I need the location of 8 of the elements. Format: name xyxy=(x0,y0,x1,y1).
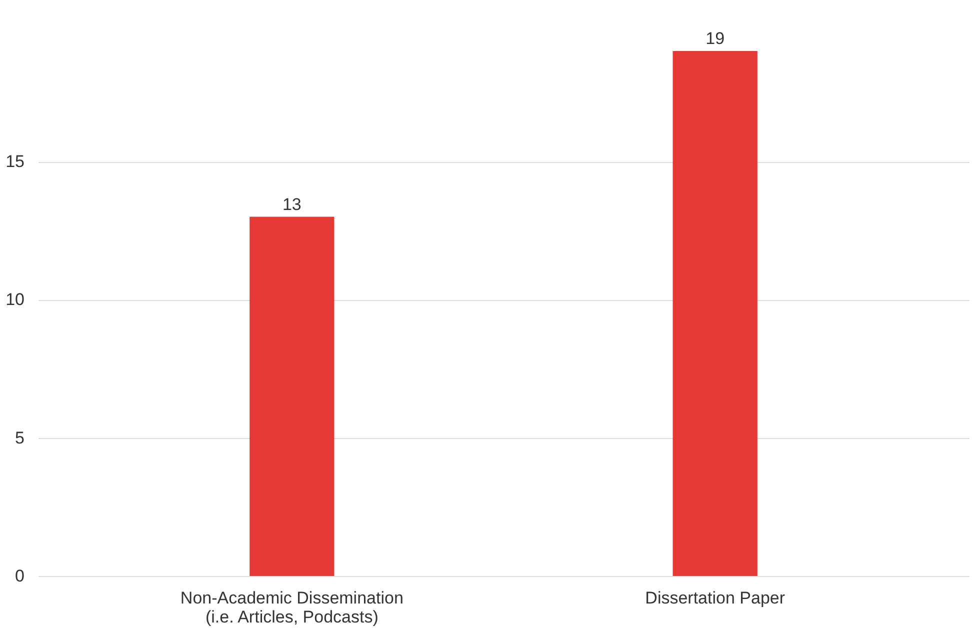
y-tick-label: 5 xyxy=(15,428,24,448)
x-tick-label: Non-Academic Dissemination (i.e. Articles, Podcasts) xyxy=(180,588,404,626)
data-label: 13 xyxy=(282,194,302,214)
x-tick-label: Dissertation Paper xyxy=(645,588,786,608)
y-tick-label: 10 xyxy=(6,290,24,310)
y-tick-label: 15 xyxy=(6,152,24,172)
data-label: 19 xyxy=(706,29,725,48)
y-tick-label: 0 xyxy=(15,566,24,586)
